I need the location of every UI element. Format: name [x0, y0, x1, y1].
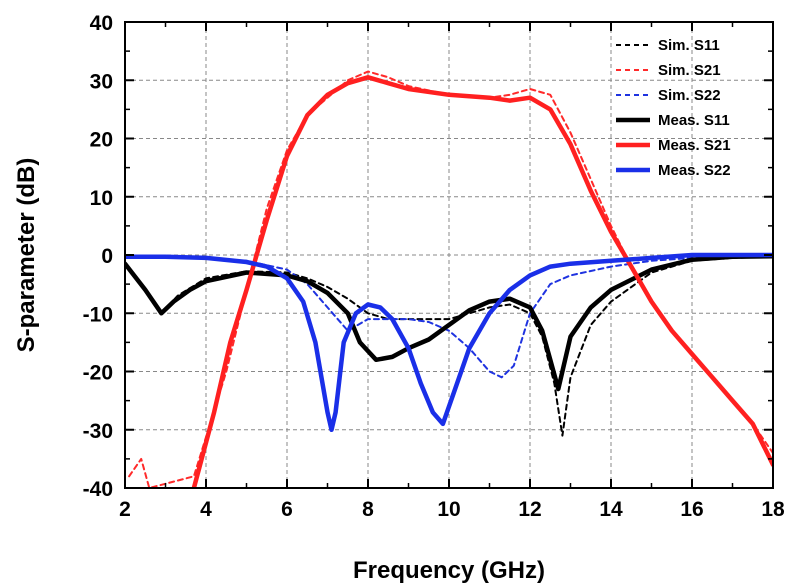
y-tick-labels: 40 30 20 10 0 -10 -20 -30 -40	[83, 12, 113, 501]
legend-label: Sim. S22	[658, 87, 721, 104]
series-line-sim-s21	[128, 70, 773, 488]
y-tick-label: -10	[83, 303, 113, 326]
x-tick-labels: 2 4 6 8 10 12 14 16 18	[119, 498, 785, 521]
y-tick-label: 10	[90, 187, 113, 210]
y-axis-title: S-parameter (dB)	[13, 158, 40, 353]
x-tick-label: 14	[599, 498, 623, 521]
series-line-meas-s11	[125, 253, 773, 392]
y-tick-label: 20	[90, 129, 113, 152]
legend-label: Meas. S11	[658, 112, 730, 129]
series-line-meas-s22	[125, 252, 773, 433]
series-line-sim-s22	[125, 255, 773, 379]
x-tick-label: 16	[680, 498, 703, 521]
x-tick-label: 4	[200, 498, 212, 521]
legend-label: Sim. S11	[658, 37, 720, 54]
legend-label: Sim. S21	[658, 62, 721, 79]
series-line-meas-s21	[191, 75, 773, 488]
y-tick-label: -20	[83, 362, 113, 385]
legend-label: Meas. S22	[658, 162, 731, 179]
x-tick-label: 18	[761, 498, 785, 521]
legend: Sim. S11 Sim. S21 Sim. S22 Meas. S11 Meas. S…	[616, 37, 731, 179]
y-tick-label: 0	[101, 245, 113, 268]
x-tick-label: 12	[518, 498, 541, 521]
y-tick-label: 40	[90, 12, 113, 35]
series-layer	[125, 70, 773, 488]
axis-ticks	[124, 21, 774, 489]
y-tick-label: 30	[90, 70, 113, 93]
x-axis-title: Frequency (GHz)	[353, 557, 545, 584]
y-tick-label: -30	[83, 420, 113, 443]
legend-label: Meas. S21	[658, 137, 731, 154]
x-tick-label: 2	[119, 498, 131, 521]
x-tick-label: 6	[281, 498, 293, 521]
grid-lines	[125, 22, 773, 488]
x-tick-label: 10	[437, 498, 460, 521]
y-tick-label: -40	[83, 478, 113, 501]
x-tick-label: 8	[362, 498, 374, 521]
